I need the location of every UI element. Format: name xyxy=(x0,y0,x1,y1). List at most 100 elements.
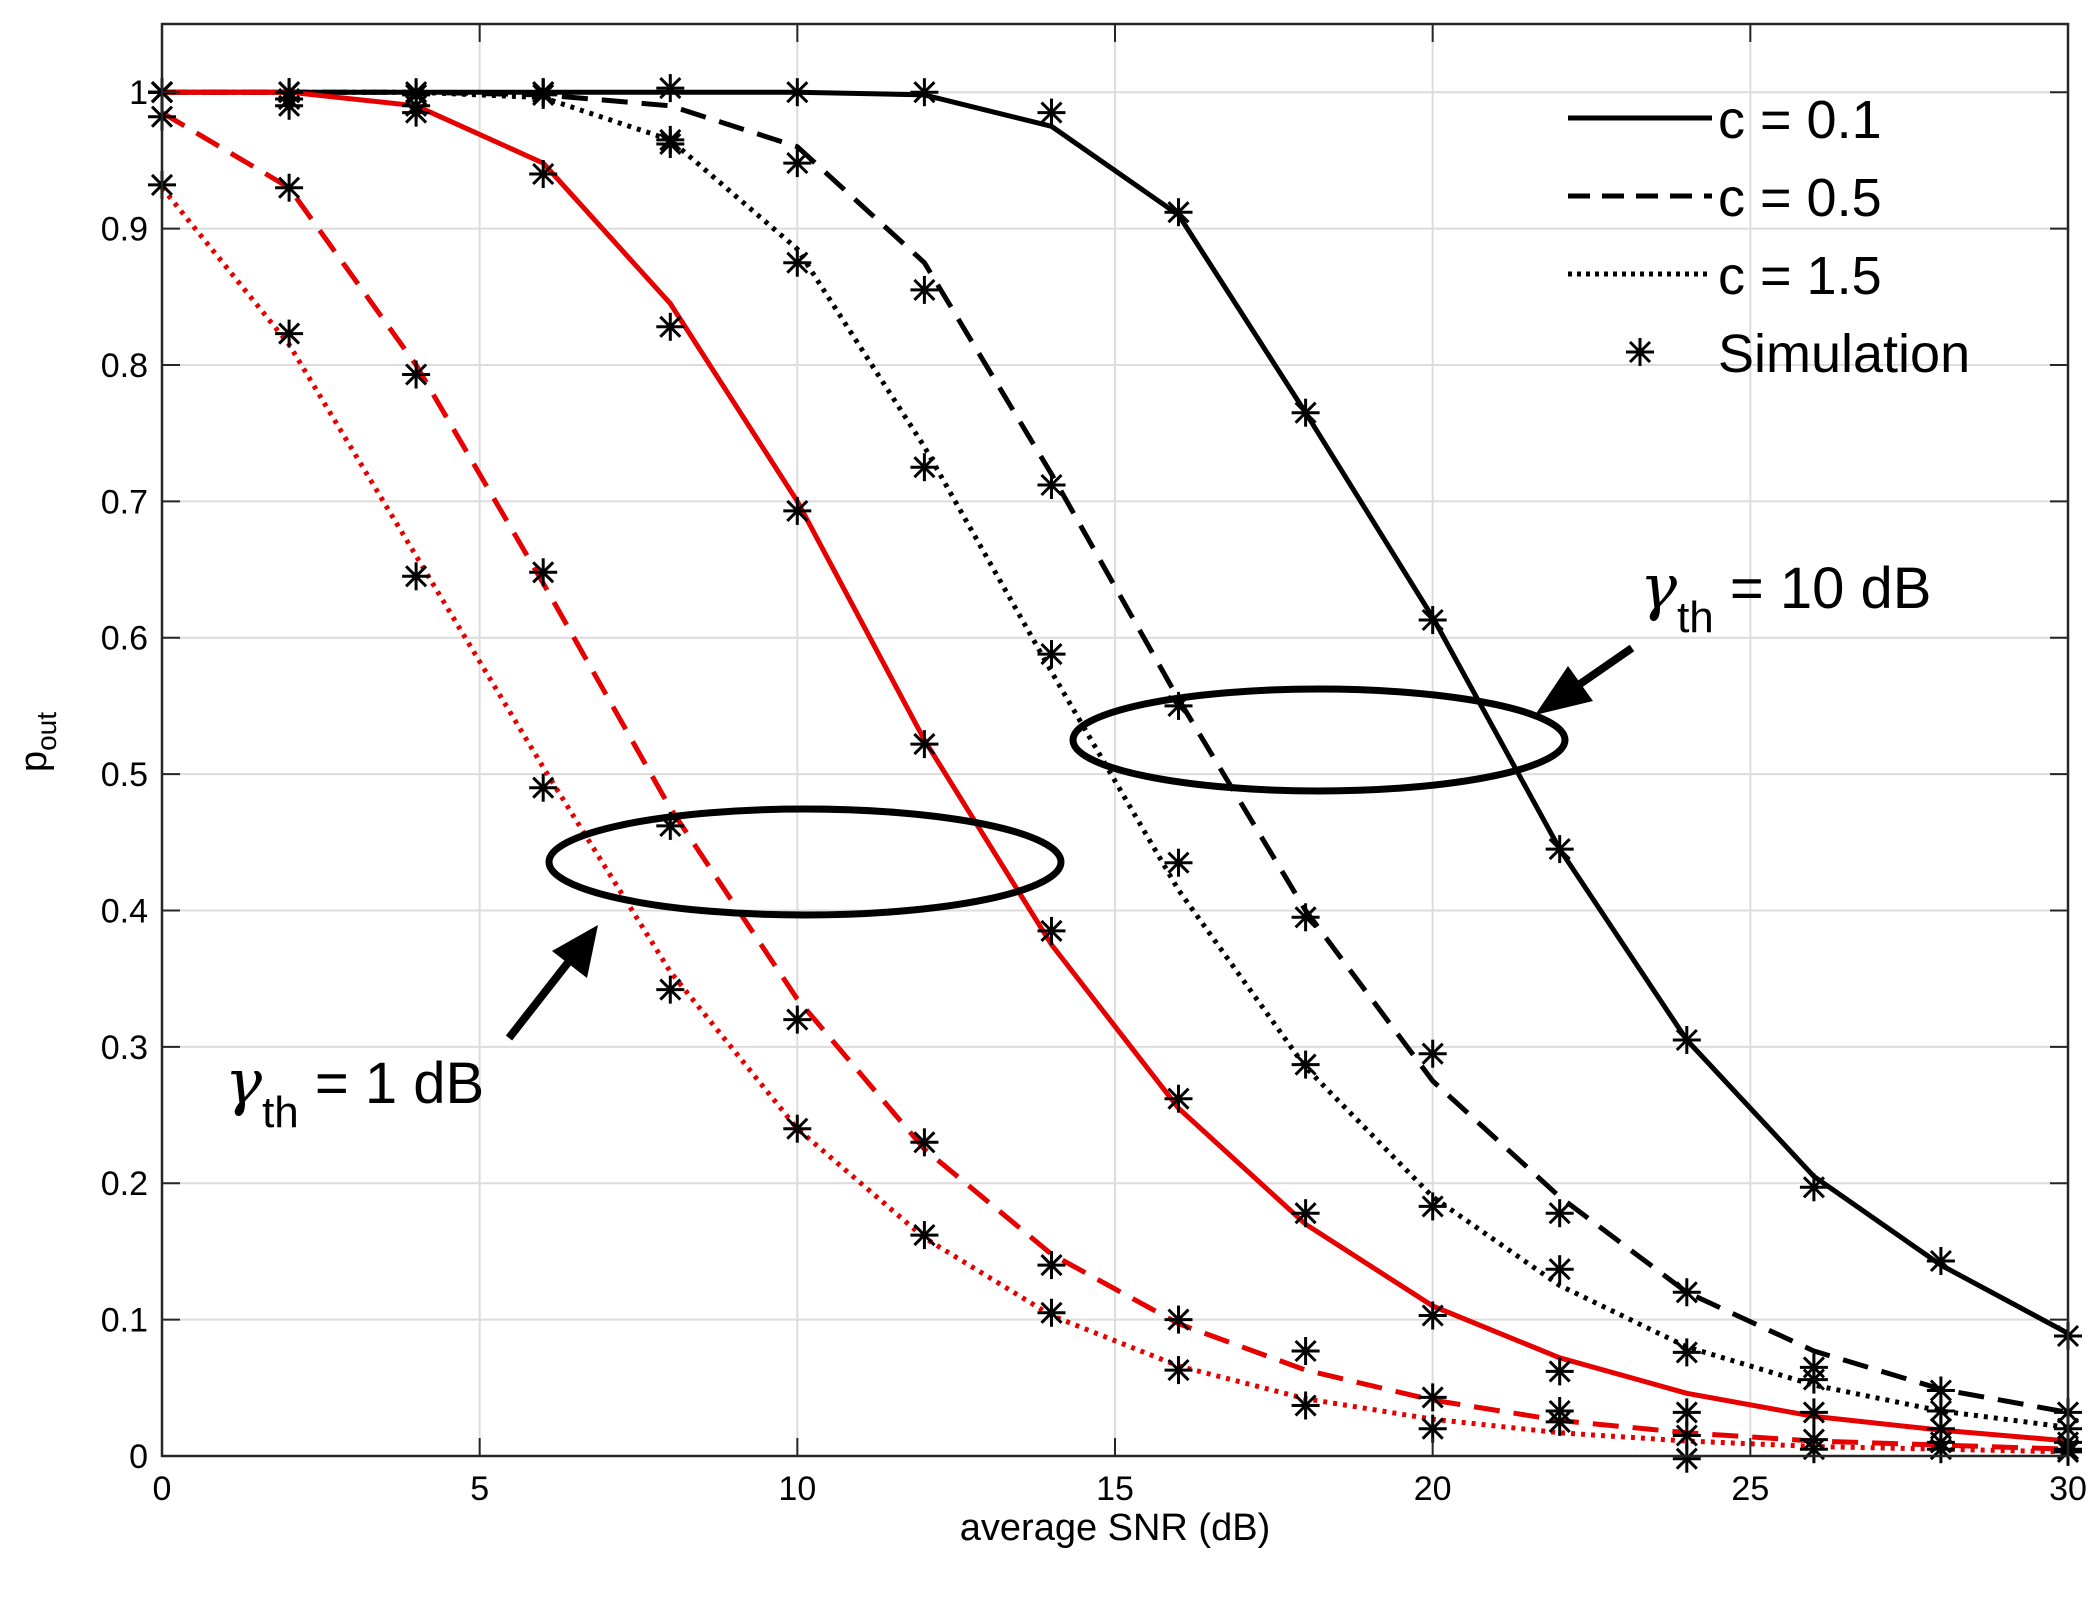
sim-marker-s2-x22 xyxy=(1545,1255,1574,1284)
sim-marker-s2-x10 xyxy=(783,248,812,277)
sim-marker-s2-x20 xyxy=(1418,1192,1447,1221)
axis-ticks: 0 5 10 15 20 25 30 0 0.1 0.2 0.3 0.4 0.5 0.6 0.7 0.8 0.9… xyxy=(101,24,2087,1508)
sim-marker-s4-x6 xyxy=(529,558,558,587)
sim-marker-s2-x26 xyxy=(1799,1365,1828,1394)
annotation-shapes xyxy=(505,644,1635,1041)
y-axis-label-sub: out xyxy=(31,712,62,751)
sim-marker-s3-x6 xyxy=(529,160,558,188)
sim-marker-s0-x28 xyxy=(1926,1247,1955,1275)
sim-marker-s3-x18 xyxy=(1291,1199,1320,1228)
series-lines xyxy=(160,89,2070,1455)
sim-marker-s4-x16 xyxy=(1164,1305,1193,1334)
sim-marker-s0-x10 xyxy=(783,78,812,107)
sim-marker-s0-x20 xyxy=(1418,606,1447,634)
y-tick-label-0.8: 0.8 xyxy=(101,347,148,385)
sim-marker-s5-x2 xyxy=(275,319,304,348)
sim-marker-s4-x10 xyxy=(783,1005,812,1034)
legend-label-c-0-1: c = 0.1 xyxy=(1718,90,1882,150)
y-tick-label-0.7: 0.7 xyxy=(101,483,148,521)
series-line-2 xyxy=(162,89,2069,1430)
x-axis-label: average SNR (dB) xyxy=(960,1507,1270,1549)
y-tick-label-0.6: 0.6 xyxy=(101,620,148,658)
sim-marker-s3-x26 xyxy=(1799,1398,1828,1427)
sim-marker-s2-x6 xyxy=(529,78,558,107)
sim-marker-s0-x18 xyxy=(1291,398,1320,427)
sim-marker-s2-x24 xyxy=(1672,1338,1701,1367)
sim-marker-s5-x26 xyxy=(1799,1435,1828,1464)
sim-marker-s5-x22 xyxy=(1545,1407,1574,1436)
sim-marker-s4-x14 xyxy=(1037,1251,1066,1280)
x-tick-label-20: 20 xyxy=(1414,1470,1452,1508)
y-axis-label: pout xyxy=(13,712,62,772)
sim-marker-s0-x12 xyxy=(910,78,939,107)
sim-marker-s2-x18 xyxy=(1291,1050,1320,1079)
sim-marker-s2-x8 xyxy=(656,130,685,158)
y-tick-label-0.2: 0.2 xyxy=(101,1165,148,1203)
sim-marker-s4-x18 xyxy=(1291,1337,1320,1365)
sim-marker-s5-x14 xyxy=(1037,1298,1066,1327)
legend-marker-star xyxy=(1626,338,1654,366)
sim-marker-s5-x20 xyxy=(1418,1414,1447,1443)
sim-marker-s3-x2 xyxy=(275,78,304,107)
sim-marker-s5-x12 xyxy=(910,1221,939,1250)
sim-marker-s1-x24 xyxy=(1672,1278,1701,1307)
sim-marker-s1-x10 xyxy=(783,149,812,178)
sim-marker-s0-x24 xyxy=(1672,1026,1701,1054)
ellipse-gamma-1db xyxy=(545,805,1065,919)
sim-marker-s1-x18 xyxy=(1291,903,1320,932)
x-tick-label-5: 5 xyxy=(470,1470,489,1508)
sim-marker-s4-x2 xyxy=(275,173,304,202)
sim-marker-s2-x16 xyxy=(1164,848,1193,877)
y-tick-label-0.1: 0.1 xyxy=(101,1302,148,1340)
sim-marker-s1-x20 xyxy=(1418,1039,1447,1068)
x-tick-label-25: 25 xyxy=(1731,1470,1769,1508)
sim-marker-s5-x4 xyxy=(402,562,431,591)
y-tick-label-0: 0 xyxy=(129,1438,148,1476)
arrow-gamma-1db xyxy=(505,925,598,1041)
sim-marker-s0-x16 xyxy=(1164,198,1193,227)
sim-marker-s3-x4 xyxy=(402,91,431,120)
sim-marker-s0-x14 xyxy=(1037,98,1066,127)
sim-marker-s4-x12 xyxy=(910,1128,939,1157)
sim-marker-s3-x8 xyxy=(656,312,685,341)
ellipse-gamma-10db xyxy=(1069,685,1569,795)
legend-label-c-1-5: c = 1.5 xyxy=(1718,246,1882,306)
sim-marker-s0-x22 xyxy=(1545,835,1574,864)
sim-marker-s1-x14 xyxy=(1037,471,1066,499)
sim-marker-s4-x20 xyxy=(1418,1383,1447,1412)
y-axis-label-main: p xyxy=(13,751,55,772)
sim-marker-s3-x22 xyxy=(1545,1357,1574,1386)
series-line-4 xyxy=(160,110,2069,1452)
sim-marker-s4-x4 xyxy=(402,360,431,389)
legend-label-simulation: Simulation xyxy=(1718,324,1970,384)
x-tick-label-10: 10 xyxy=(778,1470,816,1508)
y-tick-label-1: 1 xyxy=(129,74,148,112)
annotation-gamma-10db: γth = 10 dB xyxy=(1640,550,1931,642)
sim-marker-s5-x18 xyxy=(1291,1391,1320,1420)
x-tick-label-30: 30 xyxy=(2049,1470,2087,1508)
sim-marker-s5-x24 xyxy=(1672,1444,1701,1473)
sim-marker-s1-x22 xyxy=(1545,1199,1574,1228)
arrow-gamma-10db xyxy=(1535,644,1635,715)
sim-marker-s1-x12 xyxy=(910,275,939,304)
sim-marker-s2-x12 xyxy=(910,453,939,482)
series-line-1 xyxy=(162,89,2069,1415)
sim-marker-s5-x6 xyxy=(529,773,558,802)
y-tick-label-0.3: 0.3 xyxy=(101,1029,148,1067)
sim-marker-s3-x10 xyxy=(783,496,812,525)
series-line-0 xyxy=(162,89,2070,1336)
y-tick-label-0.4: 0.4 xyxy=(101,892,148,930)
sim-marker-s2-x14 xyxy=(1037,640,1066,669)
series-line-5 xyxy=(160,186,2069,1455)
sim-marker-s0-x8 xyxy=(656,74,685,103)
sim-marker-s3-x14 xyxy=(1037,916,1066,945)
sim-marker-s3-x16 xyxy=(1164,1084,1193,1113)
legend-label-c-0-5: c = 0.5 xyxy=(1718,168,1882,228)
legend: c = 0.1 c = 0.5 c = 1.5 Simulation xyxy=(1568,90,1970,384)
sim-marker-s0-x26 xyxy=(1799,1173,1828,1202)
sim-marker-s5-x10 xyxy=(783,1114,812,1143)
x-tick-label-15: 15 xyxy=(1096,1470,1134,1508)
annotation-gamma-1db: γth = 1 dB xyxy=(225,1045,484,1137)
y-tick-label-0.5: 0.5 xyxy=(101,756,148,794)
